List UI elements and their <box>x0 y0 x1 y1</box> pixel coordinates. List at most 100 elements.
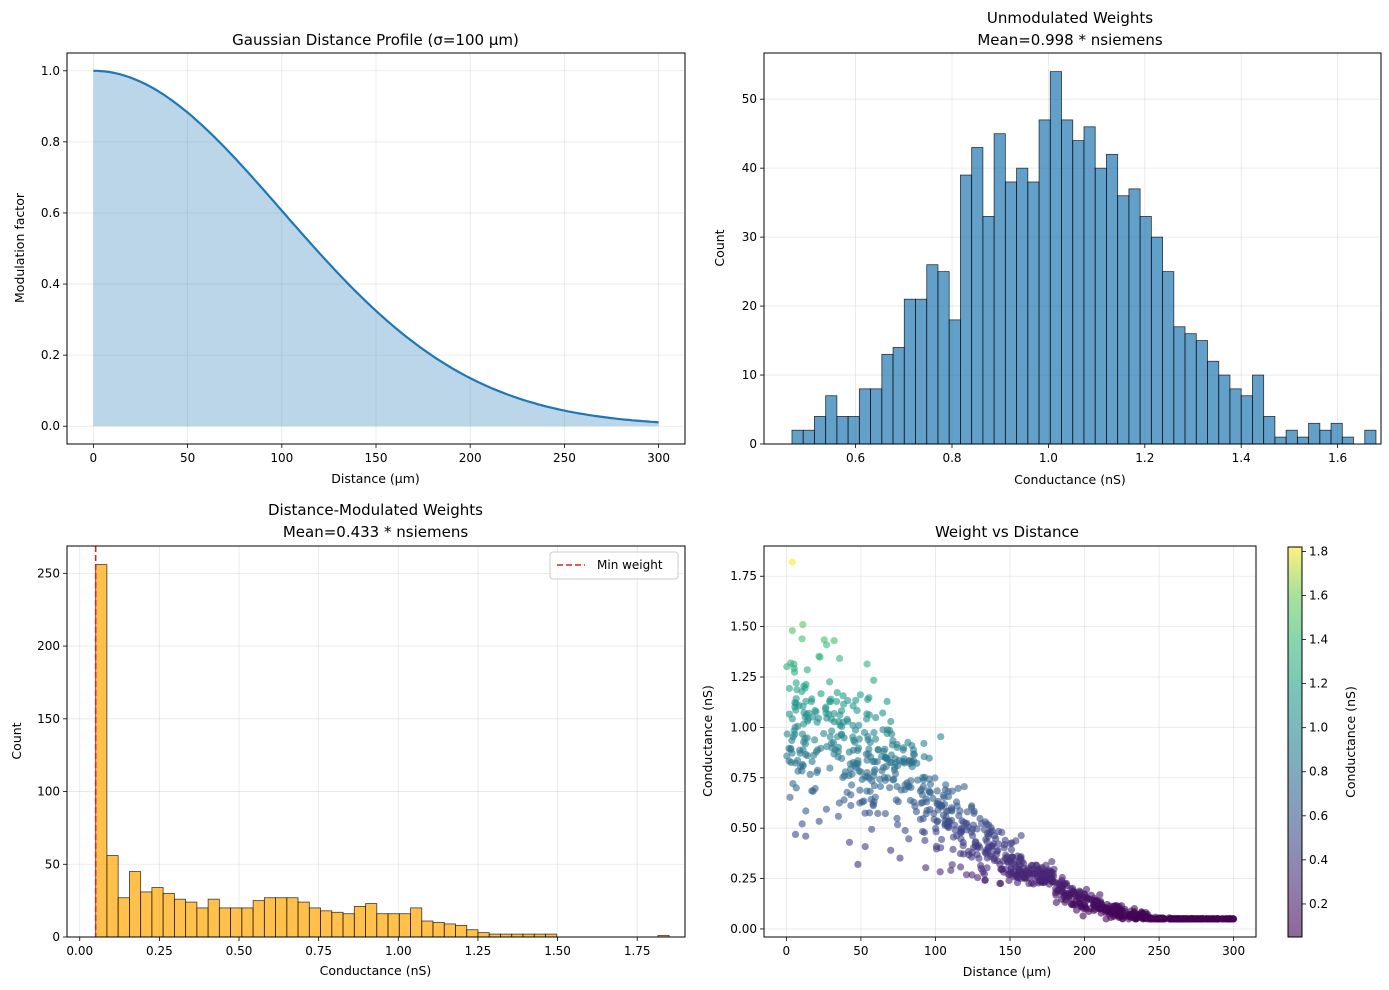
p4-ytick-label: 1.00 <box>730 720 757 734</box>
scatter-point <box>799 621 807 629</box>
scatter-point <box>990 832 999 840</box>
scatter-point <box>867 795 875 804</box>
p1-ytick-label: 0.2 <box>41 348 60 362</box>
scatter-point <box>836 711 844 719</box>
p3-hist-bar <box>218 907 232 938</box>
scatter-point <box>799 702 807 710</box>
scatter-point <box>849 721 857 730</box>
scatter-point <box>854 757 862 765</box>
p2-hist-bar <box>982 216 995 445</box>
scatter-point <box>840 734 848 742</box>
p3-hist-bar <box>252 900 265 938</box>
p3-hist-bar <box>398 913 411 938</box>
scatter-point <box>1000 868 1008 876</box>
scatter-point <box>1004 858 1012 866</box>
p2-hist-bar <box>1184 333 1197 445</box>
p3-hist-bar <box>275 897 288 938</box>
scatter-point <box>893 740 901 749</box>
scatter-point <box>886 758 894 766</box>
p3-hist-bar <box>308 907 321 938</box>
scatter-point <box>870 772 878 780</box>
p4-plot-area: 0 50 100 150 200 250 300 0.00 0.25 0.50 0.75 1.00 1.… <box>730 545 1257 958</box>
scatter-point <box>798 820 806 828</box>
scatter-point <box>812 708 820 716</box>
scatter-point <box>811 736 819 744</box>
scatter-point <box>856 786 864 794</box>
panel-unmodulated-weights: Unmodulated Weights Mean=0.998 * nsiemen… <box>712 9 1382 487</box>
scatter-point <box>881 753 890 762</box>
scatter-point <box>1055 880 1063 888</box>
scatter-point <box>893 783 901 791</box>
scatter-point <box>826 764 834 772</box>
scatter-point <box>802 832 810 840</box>
p2-xtick-label: 0.8 <box>942 451 961 465</box>
scatter-point <box>978 820 986 828</box>
p3-xtick-label: 0.50 <box>226 944 253 958</box>
scatter-point <box>823 641 831 649</box>
scatter-point <box>785 710 794 718</box>
p4-ytick-label: 0.25 <box>730 872 757 886</box>
scatter-point <box>954 784 962 793</box>
scatter-point <box>865 745 873 753</box>
scatter-point <box>957 829 965 837</box>
scatter-point <box>962 871 971 879</box>
scatter-point <box>792 706 800 714</box>
p2-hist-bar <box>825 395 838 445</box>
scatter-point <box>863 768 871 777</box>
p3-frame <box>66 545 686 938</box>
p2-hist-bar <box>802 429 815 445</box>
scatter-point <box>1121 908 1129 916</box>
scatter-point <box>1213 915 1221 923</box>
colorbar-tick-label: 1.8 <box>1309 544 1328 558</box>
p2-ytick-label: 20 <box>742 299 757 313</box>
scatter-point <box>872 735 880 743</box>
scatter-point <box>894 798 902 806</box>
scatter-point <box>796 746 804 754</box>
scatter-point <box>922 810 930 818</box>
colorbar-tick-label: 1.6 <box>1309 588 1328 602</box>
scatter-point <box>891 755 899 763</box>
p1-ytick-label: 0.4 <box>41 277 60 291</box>
scatter-point <box>839 692 847 700</box>
p1-xtick-label: 100 <box>270 451 293 465</box>
scatter-point <box>827 695 835 703</box>
p4-xtick-label: 200 <box>1073 944 1096 958</box>
p3-hist-bar <box>185 901 198 938</box>
scatter-point <box>937 803 945 811</box>
p3-hist-bar <box>432 922 445 938</box>
scatter-point <box>858 775 866 784</box>
scatter-point <box>919 776 928 784</box>
p3-hist-bar <box>117 897 130 938</box>
scatter-point <box>922 864 930 872</box>
scatter-point <box>858 798 867 806</box>
scatter-point <box>869 802 877 810</box>
scatter-point <box>880 773 889 781</box>
scatter-point <box>1219 915 1227 923</box>
scatter-point <box>826 678 834 686</box>
legend-box <box>549 551 679 580</box>
scatter-point <box>785 684 794 693</box>
scatter-point <box>788 627 796 635</box>
scatter-point <box>845 748 853 756</box>
colorbar-tick-label: 0.2 <box>1309 897 1328 911</box>
scatter-point <box>887 717 895 726</box>
p2-hist-bar <box>1150 236 1163 445</box>
scatter-point <box>853 706 861 715</box>
scatter-point <box>1061 880 1069 888</box>
scatter-point <box>802 680 810 689</box>
p3-hist-bar <box>455 924 468 938</box>
scatter-point <box>1081 890 1089 898</box>
p3-hist-bar <box>241 907 254 938</box>
scatter-point <box>817 690 825 698</box>
scatter-point <box>1017 855 1025 863</box>
scatter-point <box>1187 915 1195 923</box>
colorbar-tick-label: 0.4 <box>1309 853 1328 867</box>
p2-xlabel: Conductance (nS) <box>1014 472 1126 487</box>
scatter-point <box>1057 895 1066 903</box>
scatter-point <box>848 781 856 789</box>
scatter-point <box>822 805 831 813</box>
p4-xlabel: Distance (µm) <box>963 964 1052 979</box>
p2-hist-bar <box>903 298 916 445</box>
scatter-point <box>968 802 976 810</box>
scatter-point <box>863 715 871 723</box>
